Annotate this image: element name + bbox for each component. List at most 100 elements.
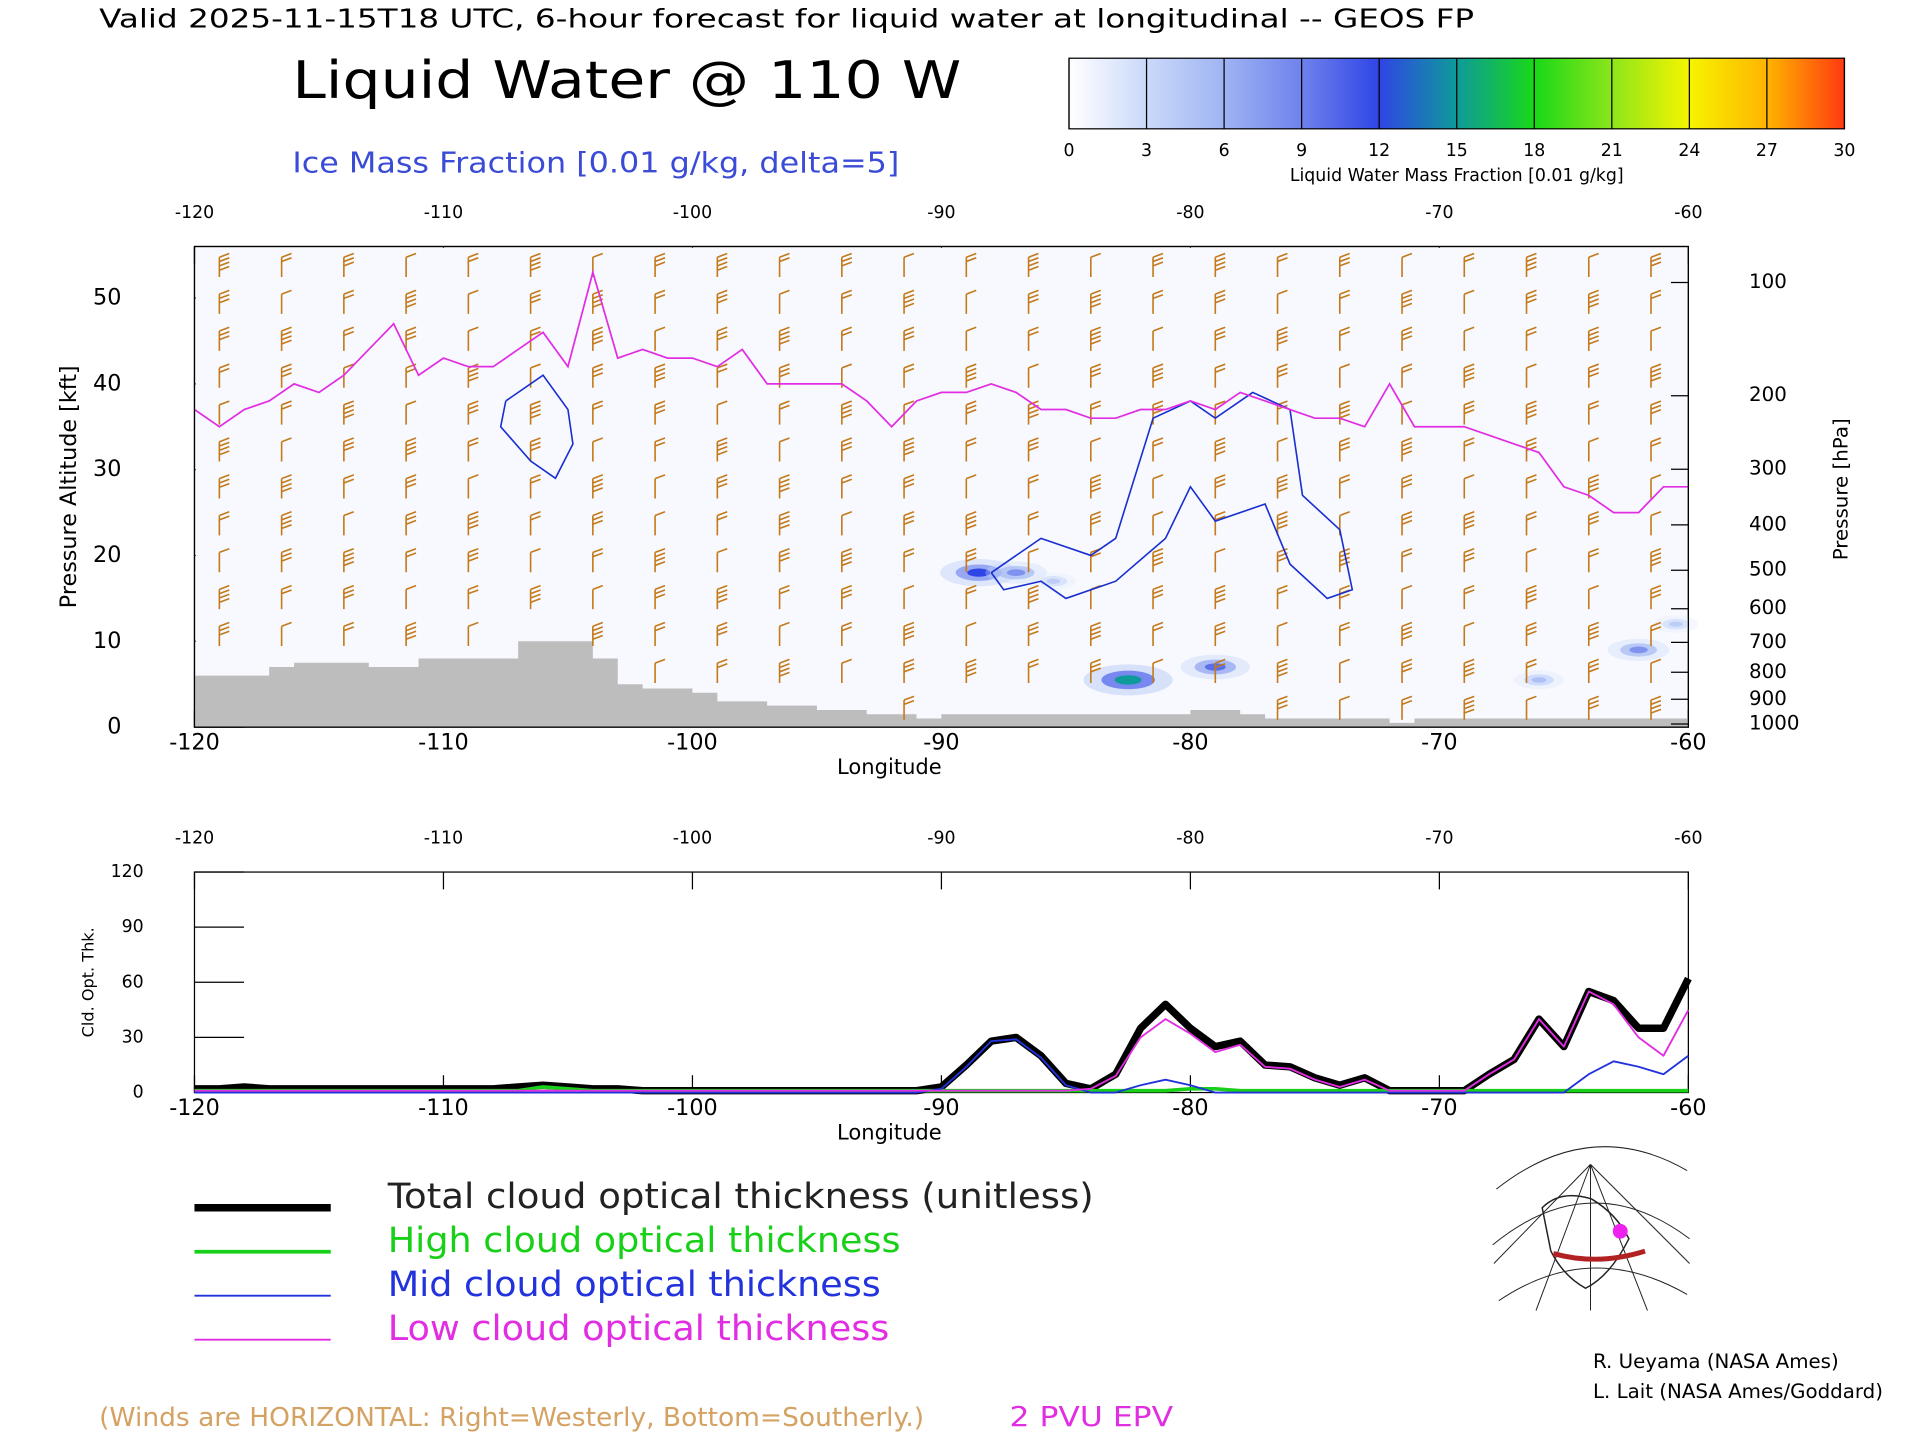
wind-barb <box>343 474 355 499</box>
colorbar-tick-label: 3 <box>1141 141 1152 161</box>
wind-barb <box>343 511 355 536</box>
wind-barb <box>405 511 417 536</box>
x-top-tick-label: -110 <box>424 829 463 849</box>
wind-barb <box>1276 289 1288 314</box>
x-top-tick-label: -80 <box>1176 203 1204 223</box>
wind-barb <box>1401 326 1413 351</box>
wind-barb <box>529 584 541 610</box>
wind-barb <box>280 326 292 351</box>
y-tick-label: 20 <box>93 542 121 568</box>
wind-barb <box>1401 621 1413 647</box>
wind-barb <box>1214 621 1226 647</box>
wind-barb <box>1090 511 1102 536</box>
wind-barb <box>1338 363 1350 388</box>
wind-barb <box>965 326 977 351</box>
wind-barb <box>903 695 915 720</box>
wind-barb <box>841 584 853 610</box>
credit: L. Lait (NASA Ames/Goddard) <box>1593 1380 1883 1403</box>
x-axis-label: Longitude <box>837 1119 942 1144</box>
legend-label: Mid cloud optical thickness <box>388 1265 881 1305</box>
wind-barb <box>903 621 915 647</box>
wind-barb <box>654 400 666 425</box>
wind-barb <box>467 289 479 314</box>
x-top-tick-label: -60 <box>1674 829 1702 849</box>
wind-barb <box>1463 547 1475 573</box>
wind-barb <box>778 437 790 462</box>
wind-barb <box>1338 326 1350 351</box>
wind-barb <box>1276 363 1288 388</box>
x-tick-label: -90 <box>923 730 959 756</box>
wind-barb <box>1027 584 1039 610</box>
wind-barb <box>716 400 728 425</box>
y2-tick-label: 700 <box>1749 630 1787 653</box>
colorbar-tick-label: 0 <box>1063 141 1074 161</box>
wind-barb <box>1587 326 1599 351</box>
wind-barb <box>965 252 977 278</box>
map-land <box>1541 1194 1630 1290</box>
wind-barb <box>716 252 728 278</box>
wind-barb <box>592 584 604 610</box>
wind-barb <box>405 252 417 278</box>
wind-barb <box>529 400 541 425</box>
wind-barb <box>1152 289 1164 314</box>
wind-barb <box>1090 474 1102 499</box>
wind-barb <box>654 547 666 573</box>
wind-barb <box>654 252 666 278</box>
wind-barb <box>1525 437 1537 462</box>
y-axis-label: Pressure Altitude [kft] <box>56 365 82 608</box>
wind-barb <box>1152 584 1164 610</box>
series-line <box>194 976 1692 1095</box>
wind-barb <box>1463 289 1475 314</box>
wind-barb <box>467 252 479 278</box>
wind-barb <box>1338 695 1350 720</box>
x-tick-label: -100 <box>667 1095 718 1121</box>
wind-barb <box>1276 511 1288 536</box>
wind-barb <box>903 326 915 351</box>
wind-barb <box>1650 511 1662 536</box>
wind-barb <box>280 584 292 610</box>
wind-barb <box>1027 511 1039 536</box>
wind-barb <box>1027 326 1039 351</box>
wind-barb <box>654 289 666 314</box>
y-tick-label: 30 <box>122 1027 144 1047</box>
wind-barb <box>405 547 417 573</box>
wind-barb <box>592 363 604 388</box>
y-tick-label: 0 <box>107 714 121 740</box>
wind-barb <box>1214 511 1226 536</box>
wind-barb <box>654 474 666 499</box>
y2-tick-label: 300 <box>1749 457 1787 480</box>
epv-line <box>193 269 1689 514</box>
wind-barb <box>1276 326 1288 351</box>
wind-barb <box>1650 437 1662 462</box>
wind-barb <box>1401 547 1413 573</box>
wind-barb <box>1587 621 1599 647</box>
wind-barb <box>280 437 292 462</box>
wind-barb <box>1650 547 1662 573</box>
wind-barb <box>1338 400 1350 425</box>
wind-barb <box>280 511 292 536</box>
wind-barb <box>841 511 853 536</box>
wind-barb <box>467 326 479 351</box>
wind-barb <box>1463 252 1475 278</box>
plot-frame <box>193 245 1689 728</box>
wind-barb <box>1152 400 1164 425</box>
wind-barb <box>1027 658 1039 683</box>
y-tick-label: 50 <box>93 284 121 310</box>
wind-barbs <box>218 252 1662 720</box>
wind-barb <box>778 547 790 573</box>
wind-barb <box>1214 658 1226 683</box>
wind-barb <box>529 289 541 314</box>
legend-label: Total cloud optical thickness (unitless) <box>387 1177 1094 1217</box>
wind-barb <box>778 363 790 388</box>
wind-barb <box>280 363 292 388</box>
wind-barb <box>1090 252 1102 278</box>
wind-barb <box>467 547 479 573</box>
wind-barb <box>778 400 790 425</box>
wind-barb <box>1027 474 1039 499</box>
wind-barb <box>1276 252 1288 278</box>
wind-barb <box>1090 363 1102 388</box>
x-top-tick-label: -70 <box>1425 829 1453 849</box>
wind-barb <box>841 621 853 647</box>
wind-barb <box>1401 363 1413 388</box>
